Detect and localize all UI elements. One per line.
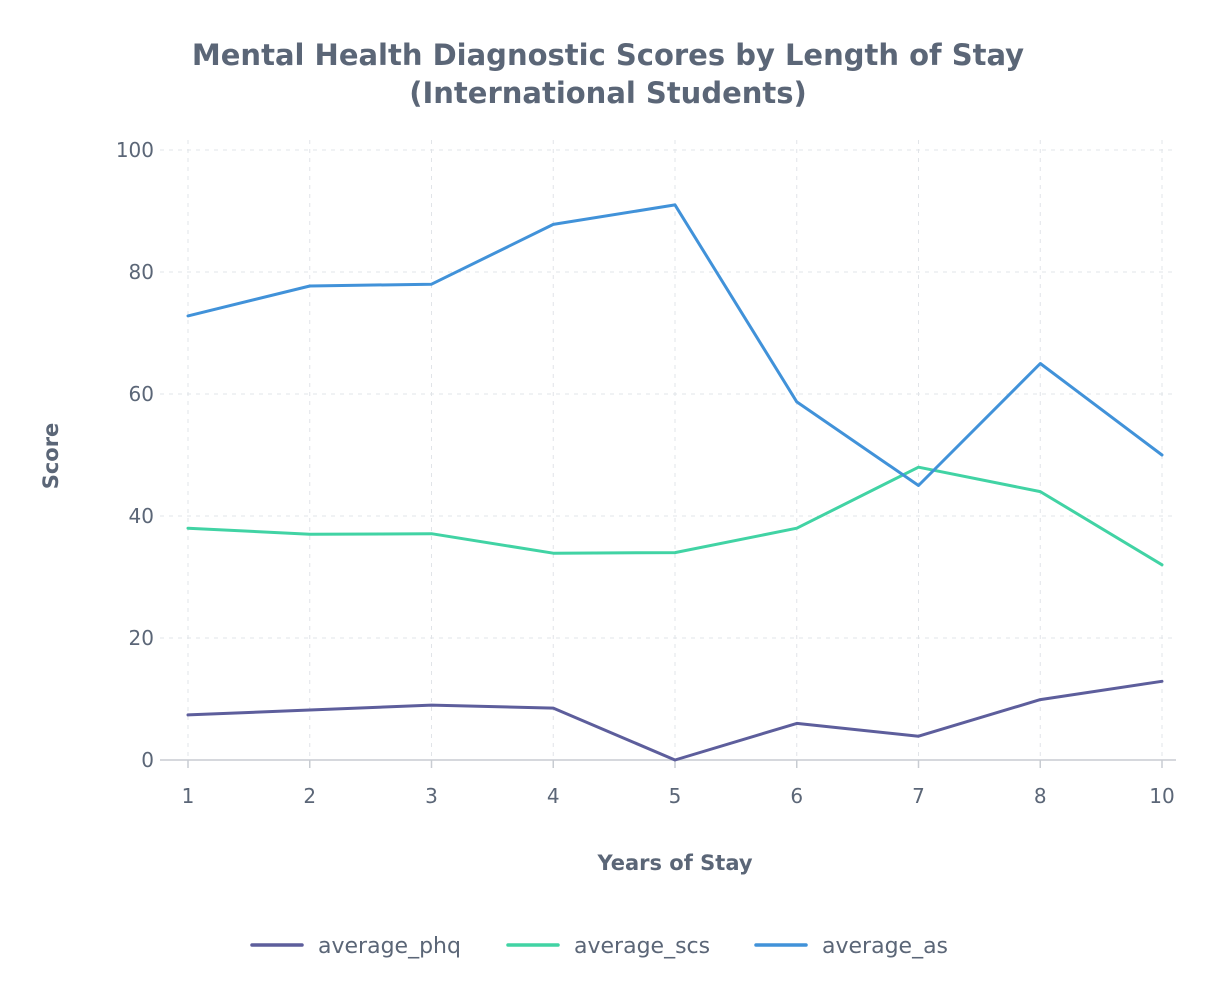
legend-label: average_as: [822, 934, 948, 959]
y-axis-title: Score: [39, 423, 63, 490]
chart-title: Mental Health Diagnostic Scores by Lengt…: [192, 38, 1024, 72]
series-line-average_scs: [186, 465, 1164, 567]
legend: average_phq average_scs average_as: [250, 934, 948, 959]
legend-item-average_scs: average_scs: [506, 934, 710, 959]
axes: 0 20 40 60 80 100 1 2 3 4 5 6 7 8 10: [116, 138, 1176, 808]
x-tick-label: 2: [303, 784, 316, 808]
y-tick-label: 100: [116, 138, 154, 162]
legend-label: average_scs: [574, 934, 710, 959]
grid: [160, 140, 1176, 760]
y-tick-label: 60: [129, 382, 154, 406]
legend-item-average_phq: average_phq: [250, 934, 461, 959]
series-lines: [186, 203, 1164, 762]
y-tick-label: 20: [129, 626, 154, 650]
y-tick-label: 0: [141, 748, 154, 772]
series-line-average_phq: [186, 679, 1164, 762]
y-tick-label: 80: [129, 260, 154, 284]
x-axis-title: Years of Stay: [596, 851, 752, 875]
legend-item-average_as: average_as: [754, 934, 948, 959]
x-tick-label: 3: [425, 784, 438, 808]
x-tick-label: 7: [912, 784, 925, 808]
legend-label: average_phq: [318, 934, 461, 959]
series-line-average_as: [186, 203, 1164, 487]
y-tick-label: 40: [129, 504, 154, 528]
x-tick-label: 6: [790, 784, 803, 808]
x-tick-label: 10: [1149, 784, 1174, 808]
x-tick-label: 1: [182, 784, 195, 808]
x-tick-label: 5: [669, 784, 682, 808]
chart-subtitle: (International Students): [409, 76, 807, 110]
x-tick-label: 8: [1034, 784, 1047, 808]
x-tick-label: 4: [547, 784, 560, 808]
